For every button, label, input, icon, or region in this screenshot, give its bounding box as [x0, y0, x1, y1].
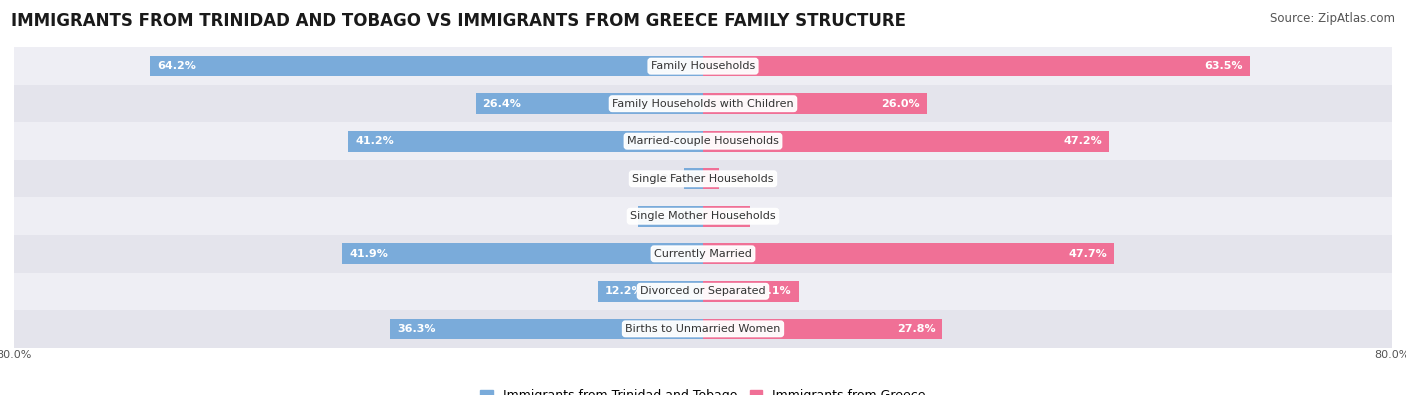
- Bar: [703, 243, 1114, 264]
- Text: 2.2%: 2.2%: [650, 174, 679, 184]
- Bar: [150, 56, 703, 77]
- Bar: [703, 131, 1109, 152]
- Text: 7.6%: 7.6%: [644, 211, 675, 221]
- Bar: [598, 281, 703, 302]
- Bar: [14, 273, 1392, 310]
- Text: Currently Married: Currently Married: [654, 249, 752, 259]
- Text: 5.4%: 5.4%: [711, 211, 742, 221]
- Text: 27.8%: 27.8%: [897, 324, 935, 334]
- Text: Family Households with Children: Family Households with Children: [612, 99, 794, 109]
- Text: 41.2%: 41.2%: [356, 136, 394, 146]
- Bar: [14, 47, 1392, 85]
- Legend: Immigrants from Trinidad and Tobago, Immigrants from Greece: Immigrants from Trinidad and Tobago, Imm…: [475, 384, 931, 395]
- Bar: [14, 310, 1392, 348]
- Bar: [637, 206, 703, 227]
- Bar: [14, 85, 1392, 122]
- Text: 63.5%: 63.5%: [1205, 61, 1243, 71]
- Text: Births to Unmarried Women: Births to Unmarried Women: [626, 324, 780, 334]
- Text: Divorced or Separated: Divorced or Separated: [640, 286, 766, 296]
- Text: 41.9%: 41.9%: [349, 249, 388, 259]
- Text: 36.3%: 36.3%: [398, 324, 436, 334]
- Bar: [703, 56, 1250, 77]
- Bar: [703, 168, 720, 189]
- Text: 11.1%: 11.1%: [754, 286, 792, 296]
- Text: 1.9%: 1.9%: [724, 174, 755, 184]
- Bar: [14, 122, 1392, 160]
- Bar: [342, 243, 703, 264]
- Text: Married-couple Households: Married-couple Households: [627, 136, 779, 146]
- Bar: [703, 93, 927, 114]
- Text: Single Mother Households: Single Mother Households: [630, 211, 776, 221]
- Text: IMMIGRANTS FROM TRINIDAD AND TOBAGO VS IMMIGRANTS FROM GREECE FAMILY STRUCTURE: IMMIGRANTS FROM TRINIDAD AND TOBAGO VS I…: [11, 12, 907, 30]
- Text: 64.2%: 64.2%: [157, 61, 195, 71]
- Bar: [14, 198, 1392, 235]
- Bar: [349, 131, 703, 152]
- Text: Family Households: Family Households: [651, 61, 755, 71]
- Bar: [475, 93, 703, 114]
- Text: 26.0%: 26.0%: [882, 99, 920, 109]
- Bar: [685, 168, 703, 189]
- Text: 12.2%: 12.2%: [605, 286, 644, 296]
- Text: 26.4%: 26.4%: [482, 99, 522, 109]
- Bar: [703, 281, 799, 302]
- Bar: [14, 235, 1392, 273]
- Bar: [391, 318, 703, 339]
- Bar: [14, 160, 1392, 198]
- Bar: [703, 206, 749, 227]
- Text: 47.7%: 47.7%: [1069, 249, 1107, 259]
- Text: 47.2%: 47.2%: [1064, 136, 1102, 146]
- Bar: [703, 318, 942, 339]
- Text: Single Father Households: Single Father Households: [633, 174, 773, 184]
- Text: Source: ZipAtlas.com: Source: ZipAtlas.com: [1270, 12, 1395, 25]
